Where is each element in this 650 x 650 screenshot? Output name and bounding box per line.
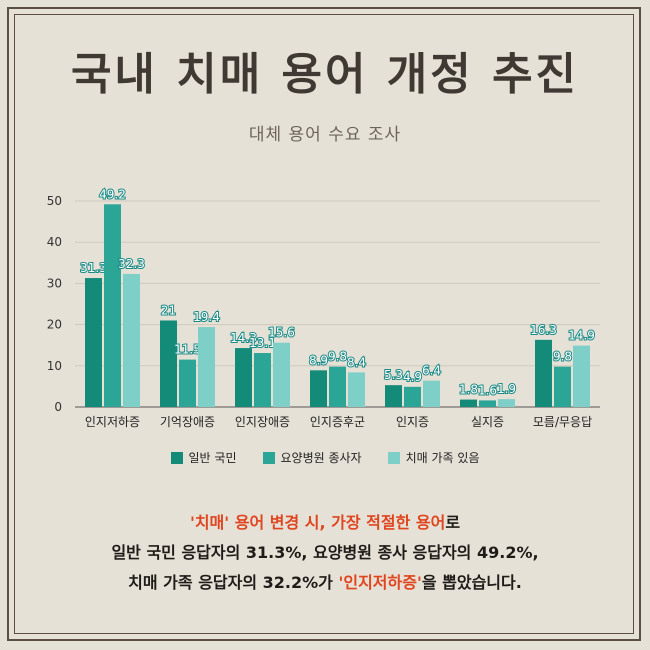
value-label: 4.9 (403, 370, 422, 384)
value-label: 8.4 (347, 355, 366, 369)
value-label: 16.3 (530, 323, 557, 337)
caption-line-2: 일반 국민 응답자의 31.3%, 요양병원 종사 응답자의 49.2%, (111, 543, 539, 562)
value-label: 32.3 (118, 257, 145, 271)
caption-highlight-2: '인지저하증' (338, 573, 422, 592)
legend-item-series2: 요양병원 종사자 (262, 449, 362, 466)
x-category-label: 기억장애증 (160, 415, 215, 429)
legend-item-series1: 일반 국민 (170, 449, 237, 466)
bar-series3-4 (423, 380, 440, 407)
legend-swatch-series1 (170, 451, 183, 464)
bar-series2-6 (554, 366, 571, 407)
value-label: 8.9 (309, 353, 328, 367)
bar-series3-3 (348, 372, 365, 407)
bar-series3-2 (273, 342, 290, 407)
value-label: 19.4 (193, 310, 220, 324)
value-label: 21 (161, 303, 176, 317)
value-label: 1.9 (497, 382, 516, 396)
page-title: 국내 치매 용어 개정 추진 (70, 49, 580, 100)
page-subtitle: 대체 용어 수요 조사 (248, 125, 402, 145)
legend-swatch-series3 (387, 451, 400, 464)
value-label: 14.9 (568, 329, 595, 343)
caption-line-1: '치매' 용어 변경 시, 가장 적절한 용어로 (0, 508, 650, 538)
bar-series3-1 (198, 327, 215, 407)
caption-line-3: 치매 가족 응답자의 32.2%가 '인지저하증'을 뽑았습니다. (0, 568, 650, 598)
caption-line3-prefix: 치매 가족 응답자의 32.2%가 (128, 573, 339, 592)
y-tick-label: 40 (47, 235, 62, 249)
y-tick-label: 30 (47, 276, 62, 290)
y-tick-label: 50 (47, 194, 62, 208)
value-label: 13.1 (249, 336, 276, 350)
bar-series1-1 (160, 320, 177, 407)
bar-series2-2 (254, 353, 271, 407)
x-category-label: 모름/무응답 (533, 415, 592, 429)
legend-swatch-series2 (262, 451, 275, 464)
legend-label-series3: 치매 가족 있음 (405, 451, 480, 465)
caption-line3-suffix: 을 뽑았습니다. (421, 573, 522, 592)
value-label: 14.3 (230, 331, 257, 345)
bar-series1-0 (85, 278, 102, 407)
value-label: 6.4 (422, 364, 441, 378)
bar-series1-4 (385, 385, 402, 407)
chart-legend: 일반 국민 요양병원 종사자 치매 가족 있음 (0, 449, 650, 466)
y-tick-label: 20 (47, 318, 62, 332)
bar-series1-3 (310, 370, 327, 407)
inner-frame (14, 14, 634, 634)
value-label: 1.6 (478, 383, 497, 397)
legend-label-series2: 요양병원 종사자 (280, 451, 362, 465)
x-category-label: 실지증 (471, 415, 504, 429)
bar-series2-1 (179, 359, 196, 407)
value-label: 9.8 (553, 350, 572, 364)
x-category-label: 인지증 (396, 415, 429, 429)
x-category-label: 인지증후군 (310, 415, 365, 429)
legend-item-series3: 치매 가족 있음 (387, 449, 480, 466)
bar-series3-0 (123, 273, 140, 407)
y-tick-label: 10 (47, 359, 62, 373)
value-label: 1.8 (459, 383, 478, 397)
value-label: 31.3 (80, 261, 107, 275)
value-label: 15.6 (268, 326, 295, 340)
bar-series3-6 (573, 345, 590, 407)
value-label: 9.8 (328, 350, 347, 364)
bar-series2-5 (479, 400, 496, 407)
value-label: 5.3 (384, 368, 403, 382)
bar-series1-2 (235, 348, 252, 407)
x-category-label: 인지저하증 (85, 415, 140, 429)
bar-series2-0 (104, 204, 121, 407)
bar-series1-5 (460, 399, 477, 407)
x-category-label: 인지장애증 (235, 415, 290, 429)
bar-chart: 0 10 20 30 40 50 31.3 49.2 32.3 인지저하증 21 11.5 19.4 기억… (47, 186, 600, 429)
bar-series2-4 (404, 386, 421, 407)
legend-label-series1: 일반 국민 (188, 451, 237, 465)
caption: '치매' 용어 변경 시, 가장 적절한 용어로 일반 국민 응답자의 31.3… (0, 508, 650, 598)
bar-series1-6 (535, 339, 552, 407)
caption-line1-rest: 로 (445, 513, 461, 532)
value-label: 49.2 (99, 187, 126, 201)
bar-series3-5 (498, 399, 515, 407)
outer-frame (7, 7, 641, 641)
value-label: 11.5 (174, 343, 201, 357)
caption-highlight-1: '치매' 용어 변경 시, 가장 적절한 용어 (189, 513, 446, 532)
bar-series2-3 (329, 366, 346, 407)
y-tick-label: 0 (54, 400, 62, 414)
